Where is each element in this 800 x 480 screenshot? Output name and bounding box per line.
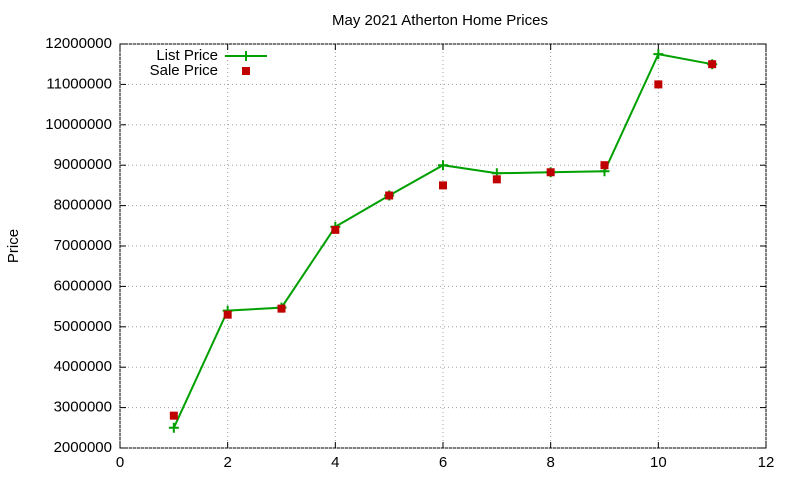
legend-swatch (241, 51, 251, 61)
legend-label: List Price (156, 47, 218, 64)
legend-label: Sale Price (150, 62, 218, 79)
y-tick-label: 11000000 (46, 75, 112, 92)
point-marker (277, 304, 286, 313)
point-marker (438, 160, 448, 171)
point-marker (600, 161, 609, 170)
y-tick-label: 9000000 (54, 156, 112, 173)
x-tick-label: 8 (546, 454, 554, 471)
y-tick-label: 4000000 (54, 358, 112, 375)
point-marker (223, 310, 232, 319)
y-tick-label: 7000000 (54, 237, 112, 254)
point-marker (331, 225, 340, 234)
point-marker (708, 60, 717, 69)
x-tick-label: 2 (223, 454, 231, 471)
x-tick-label: 12 (758, 454, 775, 471)
x-tick-label: 0 (116, 454, 124, 471)
point-marker (546, 168, 555, 177)
y-tick-label: 6000000 (54, 277, 112, 294)
y-tick-label: 8000000 (54, 197, 112, 214)
y-tick-label: 5000000 (54, 318, 112, 335)
y-tick-label: 10000000 (45, 116, 112, 133)
x-tick-label: 10 (650, 454, 667, 471)
y-tick-label: 2000000 (54, 439, 112, 456)
point-marker (653, 49, 664, 60)
point-marker (385, 191, 394, 200)
point-marker (654, 80, 663, 89)
y-axis-label: Price (5, 229, 22, 263)
chart-title: May 2021 Atherton Home Prices (332, 12, 548, 29)
legend-swatch (242, 67, 250, 75)
x-tick-label: 4 (331, 454, 339, 471)
point-marker (169, 411, 178, 420)
point-marker (492, 175, 501, 184)
x-tick-label: 6 (439, 454, 447, 471)
y-tick-label: 3000000 (54, 399, 112, 416)
point-marker (439, 181, 447, 190)
point-marker (168, 422, 179, 433)
y-tick-label: 12000000 (45, 35, 112, 52)
